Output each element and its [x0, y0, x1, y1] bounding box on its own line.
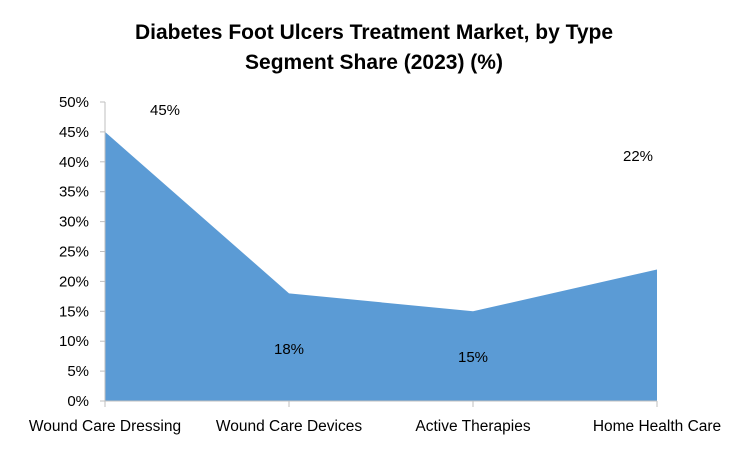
y-tick-label: 20%: [59, 273, 89, 290]
y-tick-label: 10%: [59, 333, 89, 350]
y-tick-label: 40%: [59, 154, 89, 171]
chart-title-line-1: Diabetes Foot Ulcers Treatment Market, b…: [135, 21, 613, 44]
y-tick-label: 5%: [67, 363, 89, 380]
data-label: 22%: [623, 148, 653, 165]
data-labels: 45% 18% 15% 22%: [150, 102, 653, 366]
y-tick-label: 45%: [59, 124, 89, 141]
plot-area: [105, 131, 657, 401]
chart-title-line-2: Segment Share (2023) (%): [245, 51, 503, 74]
x-category-label: Wound Care Devices: [216, 418, 362, 435]
y-tick-label: 35%: [59, 184, 89, 201]
area-series-segment-share: [105, 131, 657, 401]
data-label: 45%: [150, 102, 180, 119]
x-category-label: Wound Care Dressing: [29, 418, 181, 435]
x-axis: Wound Care Dressing Wound Care Devices Act…: [29, 400, 721, 435]
y-tick-label: 50%: [59, 94, 89, 111]
y-tick-label: 25%: [59, 244, 89, 261]
x-category-label: Active Therapies: [415, 418, 530, 435]
y-tick-label: 0%: [67, 393, 89, 410]
data-label: 18%: [274, 341, 304, 358]
y-axis: 0% 5% 10% 15% 20% 25% 30% 35% 40% 45% 50%: [59, 94, 106, 410]
y-tick-label: 15%: [59, 303, 89, 320]
y-tick-label: 30%: [59, 214, 89, 231]
x-category-label: Home Health Care: [593, 418, 721, 435]
data-label: 15%: [458, 349, 488, 366]
